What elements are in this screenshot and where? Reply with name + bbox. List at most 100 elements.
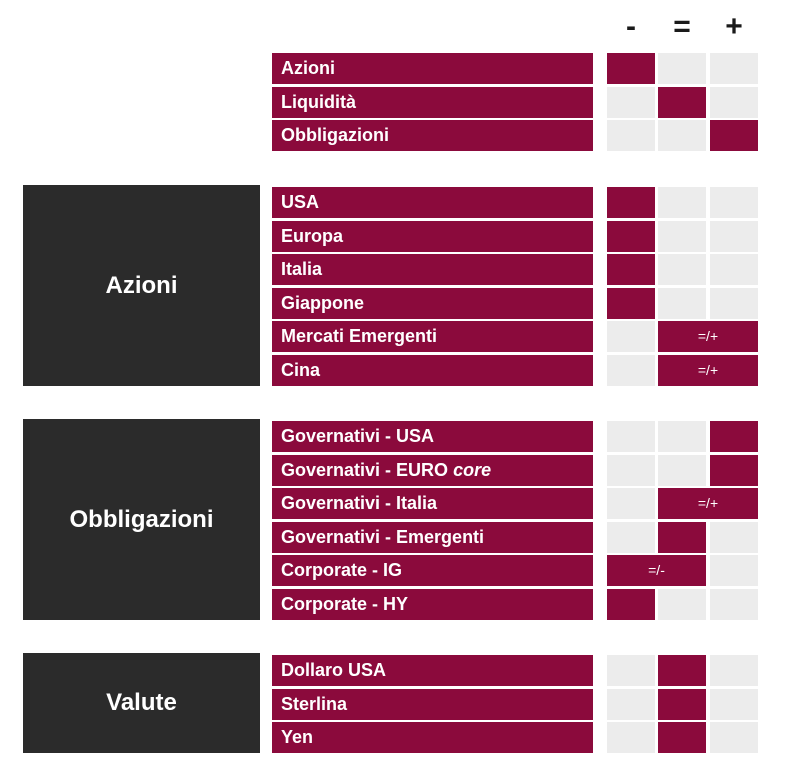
rating-bar [710, 120, 758, 151]
row-label-text: Cina [281, 360, 321, 380]
empty-cell [658, 589, 706, 620]
row-label: Obbligazioni [272, 120, 593, 151]
empty-cell [710, 655, 758, 686]
rating-bar [607, 288, 655, 319]
empty-cell [607, 87, 655, 118]
category-title: Valute [106, 689, 177, 716]
empty-cell [710, 221, 758, 252]
empty-cell [710, 187, 758, 218]
empty-cell [658, 421, 706, 452]
empty-cell [710, 53, 758, 84]
empty-cell [658, 254, 706, 285]
row-label: Governativi - EURO core [272, 455, 593, 486]
empty-cell [607, 421, 655, 452]
category-title: Azioni [105, 271, 178, 299]
row-label: Cina [272, 355, 593, 386]
row-label-text: Liquidità [281, 92, 356, 112]
empty-cell [658, 288, 706, 319]
empty-cell [710, 555, 758, 586]
empty-cell [607, 488, 655, 519]
rating-bar [658, 522, 706, 553]
row-label-text: Sterlina [281, 694, 348, 714]
rating-bar: =/+ [658, 355, 758, 386]
row-label: USA [272, 187, 593, 218]
row-label: Corporate - HY [272, 589, 593, 620]
row-label: Europa [272, 221, 593, 252]
row-label: Sterlina [272, 689, 593, 720]
rating-bar-text: =/+ [697, 328, 719, 344]
rating-bar [607, 589, 655, 620]
empty-cell [607, 522, 655, 553]
row-label: Italia [272, 254, 593, 285]
header-plus: + [725, 10, 743, 43]
category-obbligazioni-box: Obbligazioni [23, 419, 260, 620]
row-label-text: Italia [281, 259, 323, 279]
row-label-text: Yen [281, 727, 314, 747]
row-label-text: Governativi - EURO [281, 460, 449, 480]
row-label: Giappone [272, 288, 593, 319]
row-label: Dollaro USA [272, 655, 593, 686]
empty-cell [607, 455, 655, 486]
rating-bar [607, 187, 655, 218]
row-label: Governativi - USA [272, 421, 593, 452]
row-label: Corporate - IG [272, 555, 593, 586]
rating-bar [658, 87, 706, 118]
row-label-italic: core [453, 460, 492, 480]
empty-cell [658, 187, 706, 218]
rating-bar [607, 254, 655, 285]
rating-bar: =/+ [658, 488, 758, 519]
rating-bar [710, 421, 758, 452]
empty-cell [710, 254, 758, 285]
empty-cell [607, 689, 655, 720]
category-valute-box: Valute [23, 653, 260, 753]
rating-bar-text: =/- [648, 562, 665, 578]
row-label-text: Mercati Emergenti [281, 326, 438, 346]
rating-bar [607, 221, 655, 252]
empty-cell [710, 589, 758, 620]
row-label-text: Corporate - HY [281, 594, 409, 614]
empty-cell [607, 355, 655, 386]
rating-bar [658, 689, 706, 720]
header-equal: = [673, 10, 691, 43]
rating-bar-text: =/+ [697, 495, 719, 511]
rating-bar-text: =/+ [697, 362, 719, 378]
row-label: Governativi - Emergenti [272, 522, 593, 553]
empty-cell [658, 53, 706, 84]
header-minus: - [626, 10, 636, 43]
rating-bar [710, 455, 758, 486]
row-label: Azioni [272, 53, 593, 84]
row-label: Governativi - Italia [272, 488, 593, 519]
empty-cell [607, 655, 655, 686]
empty-cell [710, 522, 758, 553]
empty-cell [658, 221, 706, 252]
category-azioni-box: Azioni [23, 185, 260, 386]
category-title: Obbligazioni [69, 505, 214, 533]
rating-bar: =/- [607, 555, 706, 586]
empty-cell [710, 689, 758, 720]
rating-bar [658, 722, 706, 753]
row-label-text: Governativi - Emergenti [281, 527, 485, 547]
rating-bar [607, 53, 655, 84]
empty-cell [607, 321, 655, 352]
row-label-text: Europa [281, 226, 344, 246]
empty-cell [607, 722, 655, 753]
row-label-text: Corporate - IG [281, 560, 403, 580]
row-label-text: Governativi - USA [281, 426, 435, 446]
row-label-text: Azioni [281, 58, 335, 78]
empty-cell [710, 87, 758, 118]
row-label: Mercati Emergenti [272, 321, 593, 352]
rating-bar [658, 655, 706, 686]
empty-cell [607, 120, 655, 151]
empty-cell [710, 722, 758, 753]
row-label-text: USA [281, 192, 320, 212]
row-label-text: Governativi - Italia [281, 493, 438, 513]
row-label: Yen [272, 722, 593, 753]
empty-cell [710, 288, 758, 319]
empty-cell [658, 120, 706, 151]
row-label-text: Giappone [281, 293, 365, 313]
empty-cell [658, 455, 706, 486]
row-label: Liquidità [272, 87, 593, 118]
row-label-text: Dollaro USA [281, 660, 387, 680]
row-label-text: Obbligazioni [281, 125, 389, 145]
rating-bar: =/+ [658, 321, 758, 352]
